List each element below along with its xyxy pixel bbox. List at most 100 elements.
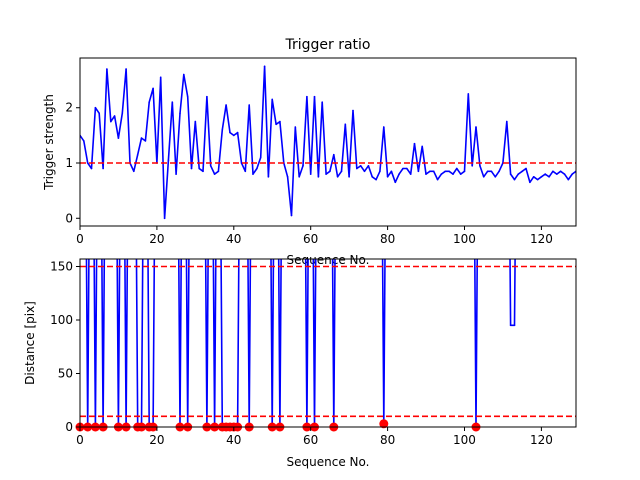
data-point <box>479 165 481 167</box>
data-point <box>94 106 97 109</box>
data-point <box>456 167 458 170</box>
data-point <box>390 170 393 173</box>
x-tick-label: 120 <box>530 433 553 447</box>
data-point <box>413 142 416 145</box>
data-point <box>133 170 135 173</box>
data-point <box>340 170 343 173</box>
data-point <box>171 101 174 103</box>
data-point <box>513 324 516 327</box>
data-point <box>325 173 327 175</box>
data-point <box>333 153 335 156</box>
data-point <box>471 165 474 167</box>
y-tick-label: 1 <box>65 156 73 170</box>
data-point <box>225 104 227 106</box>
data-point <box>394 181 397 184</box>
data-point <box>344 123 347 126</box>
data-point <box>563 173 566 175</box>
data-point <box>432 170 435 173</box>
data-point <box>233 134 235 137</box>
data-point <box>286 176 289 178</box>
data-point <box>425 173 427 175</box>
data-point <box>236 131 239 134</box>
data-point <box>167 159 170 161</box>
data-point <box>506 120 508 123</box>
data-point <box>106 68 108 70</box>
x-tick-label: 80 <box>380 433 395 447</box>
data-point <box>252 173 254 175</box>
y-axis-label: Distance [pix] <box>23 301 37 385</box>
data-point <box>498 170 500 173</box>
data-point <box>429 170 431 173</box>
data-point <box>271 98 274 101</box>
data-point <box>352 109 354 112</box>
data-point <box>444 170 447 173</box>
y-tick-label: 50 <box>58 366 73 380</box>
data-point <box>348 176 350 178</box>
x-tick-label: 20 <box>149 433 164 447</box>
data-point <box>567 178 570 181</box>
data-point <box>206 95 208 98</box>
data-point <box>259 156 262 159</box>
data-point <box>86 162 89 164</box>
data-point <box>556 173 558 175</box>
data-point <box>102 167 104 170</box>
data-point <box>379 170 381 173</box>
data-point <box>140 137 143 139</box>
data-point <box>148 101 150 103</box>
data-point <box>525 167 527 170</box>
data-point <box>421 145 424 148</box>
data-point <box>375 178 377 181</box>
data-point <box>244 170 247 173</box>
plot-area <box>80 65 576 220</box>
data-point <box>371 176 374 178</box>
data-point <box>202 170 204 173</box>
axes-frame <box>79 258 577 428</box>
series-line <box>80 65 576 220</box>
data-point <box>494 176 497 178</box>
data-point <box>436 178 439 181</box>
data-point <box>198 167 200 170</box>
data-point <box>175 173 177 175</box>
data-point <box>336 176 339 178</box>
data-point <box>152 87 154 90</box>
y-tick-label: 2 <box>65 101 73 115</box>
data-point <box>306 95 308 98</box>
x-axis-label: Sequence No. <box>287 253 370 267</box>
data-point <box>548 176 550 178</box>
data-point <box>256 167 258 170</box>
data-point <box>190 167 193 170</box>
data-point <box>302 165 304 167</box>
data-point <box>183 73 185 76</box>
data-point <box>117 137 120 139</box>
data-point <box>521 170 523 173</box>
data-point <box>248 104 250 106</box>
data-point <box>275 123 277 126</box>
data-point <box>136 153 139 156</box>
data-point <box>90 167 93 170</box>
data-point <box>144 140 147 142</box>
data-point <box>398 173 400 175</box>
data-point <box>179 112 181 115</box>
x-tick-label: 80 <box>380 232 395 246</box>
marker-point <box>379 419 389 429</box>
data-point <box>486 170 489 173</box>
data-point <box>406 167 408 170</box>
data-point <box>110 120 112 123</box>
data-point <box>290 214 293 217</box>
data-point <box>452 173 454 175</box>
data-point <box>121 112 124 115</box>
data-point <box>240 162 243 164</box>
data-point <box>317 176 320 178</box>
data-point <box>263 65 266 68</box>
data-point <box>359 165 362 167</box>
data-point <box>544 173 546 175</box>
data-point <box>463 170 466 173</box>
data-point <box>298 176 301 178</box>
x-tick-label: 0 <box>76 232 84 246</box>
x-tick-label: 120 <box>530 232 553 246</box>
x-tick-label: 40 <box>226 433 241 447</box>
data-point <box>163 217 166 220</box>
data-point <box>517 173 520 175</box>
distance-chart: 0 20 40 60 80 100 120 0 50 100 150 Sequence No. D… <box>23 258 577 469</box>
data-point <box>213 173 216 175</box>
